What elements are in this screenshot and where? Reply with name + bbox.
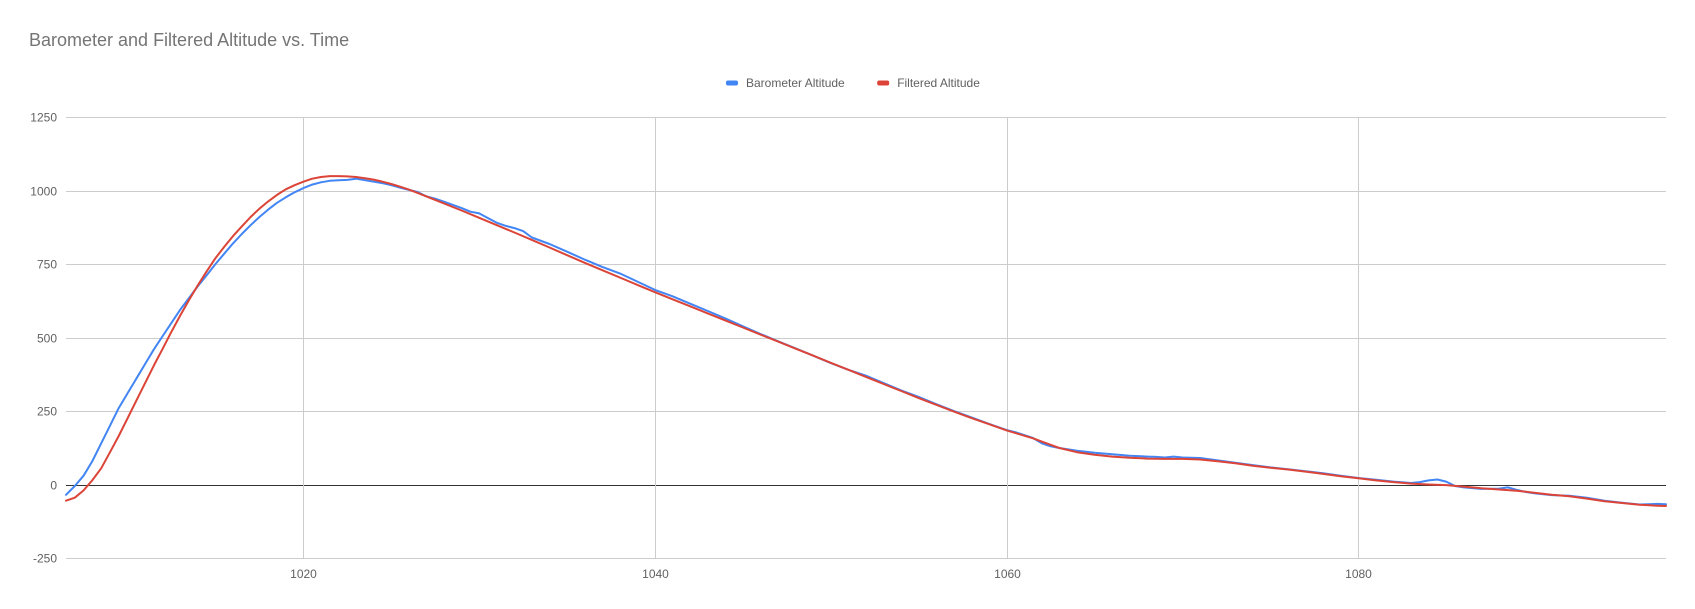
y-tick-label: -250 <box>33 552 57 566</box>
y-tick-label: 500 <box>37 332 57 346</box>
x-tick-label: 1060 <box>994 567 1021 581</box>
series-lines <box>65 175 1667 507</box>
y-tick-label: 250 <box>37 405 57 419</box>
legend-swatch-1 <box>877 80 890 86</box>
series-line-1 <box>65 175 1667 507</box>
series-line-0 <box>65 177 1667 506</box>
x-tick-label: 1020 <box>290 567 317 581</box>
legend-label-0: Barometer Altitude <box>746 76 845 90</box>
x-tick-label: 1080 <box>1345 567 1372 581</box>
y-tick-label: 1000 <box>30 185 57 199</box>
y-tick-label: 0 <box>50 479 57 493</box>
gridlines <box>66 117 1666 559</box>
x-tick-label: 1040 <box>642 567 669 581</box>
legend-swatch-0 <box>726 80 738 86</box>
chart-title: Barometer and Filtered Altitude vs. Time <box>29 30 350 50</box>
legend: Barometer Altitude Filtered Altitude <box>726 76 980 90</box>
legend-label-1: Filtered Altitude <box>897 76 980 90</box>
y-tick-label: 1250 <box>30 111 57 125</box>
y-tick-label: 750 <box>37 258 57 272</box>
axes: -250 0 250 500 750 1000 1250 1020 1040 1060 1080 <box>30 111 1372 582</box>
